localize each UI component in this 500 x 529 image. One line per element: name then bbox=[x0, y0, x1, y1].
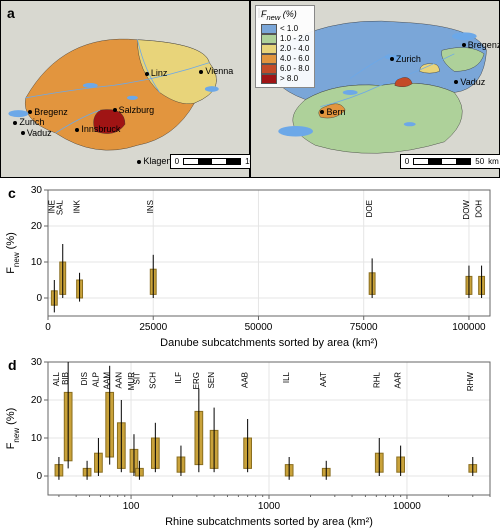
svg-text:100000: 100000 bbox=[452, 322, 486, 333]
chart-c-svg: 01020300250005000075000100000INESALINKIN… bbox=[0, 182, 500, 350]
city-label: Vaduz bbox=[21, 128, 52, 138]
svg-text:DIS: DIS bbox=[80, 372, 89, 385]
legend-item: 2.0 - 4.0 bbox=[261, 44, 309, 54]
svg-text:Fnew (%): Fnew (%) bbox=[5, 232, 21, 274]
city-label: Vienna bbox=[199, 66, 233, 76]
maps-row: a ZurichBregenzVaduzInnsbruckSalzburgLin… bbox=[0, 0, 500, 178]
svg-text:10: 10 bbox=[31, 433, 43, 444]
svg-text:AAT: AAT bbox=[319, 372, 328, 387]
svg-text:SCH: SCH bbox=[148, 372, 157, 389]
svg-text:100: 100 bbox=[123, 501, 140, 512]
legend-item: > 8.0 bbox=[261, 74, 309, 84]
svg-text:SAL: SAL bbox=[56, 199, 65, 215]
legend: Fnew (%) < 1.01.0 - 2.02.0 - 4.04.0 - 6.… bbox=[255, 5, 315, 88]
city-label: Salzburg bbox=[113, 105, 155, 115]
svg-text:20: 20 bbox=[31, 395, 43, 406]
svg-text:ALP: ALP bbox=[91, 372, 100, 387]
svg-text:1000: 1000 bbox=[258, 501, 281, 512]
map-a: a ZurichBregenz Vaduz Innsbruck Salzburg Lin… bbox=[0, 0, 250, 178]
svg-text:AAR: AAR bbox=[394, 372, 403, 389]
svg-text:20: 20 bbox=[31, 221, 43, 232]
legend-item: < 1.0 bbox=[261, 24, 309, 34]
legend-item: 4.0 - 6.0 bbox=[261, 54, 309, 64]
city-label: Zurich bbox=[390, 54, 421, 64]
svg-text:50000: 50000 bbox=[245, 322, 273, 333]
city-label: Bregenz bbox=[28, 107, 68, 117]
svg-text:ALL: ALL bbox=[52, 371, 61, 386]
svg-text:AAN: AAN bbox=[114, 372, 123, 389]
city-label: Innsbruck bbox=[75, 124, 120, 134]
svg-text:10000: 10000 bbox=[393, 501, 421, 512]
scale-bar: 050km bbox=[400, 154, 500, 169]
svg-text:SIT: SIT bbox=[132, 372, 141, 385]
legend-title: Fnew (%) bbox=[261, 9, 309, 22]
svg-text:10: 10 bbox=[31, 257, 43, 268]
map-b: b Fnew (%) < 1.01.0 - 2.02.0 - 4.04.0 - … bbox=[250, 0, 500, 178]
legend-item: 6.0 - 8.0 bbox=[261, 64, 309, 74]
city-label: Linz bbox=[145, 68, 168, 78]
svg-text:DOE: DOE bbox=[365, 200, 374, 217]
svg-text:BIB: BIB bbox=[61, 372, 70, 385]
svg-text:0: 0 bbox=[36, 293, 42, 304]
svg-text:c: c bbox=[8, 185, 16, 201]
figure: { "dims": {"w": 500, "h": 529}, "palette… bbox=[0, 0, 500, 529]
svg-text:SEN: SEN bbox=[207, 372, 216, 389]
chart-d: 0102030100100010000ALLBIBDISALPAAMAANMUR… bbox=[0, 354, 500, 529]
svg-text:RHL: RHL bbox=[372, 371, 381, 388]
map-a-svg bbox=[1, 1, 249, 177]
svg-text:Fnew (%): Fnew (%) bbox=[5, 408, 21, 450]
svg-text:30: 30 bbox=[31, 185, 43, 196]
city-label: Bern bbox=[320, 107, 345, 117]
chart-d-svg: 0102030100100010000ALLBIBDISALPAAMAANMUR… bbox=[0, 354, 500, 529]
city-label: Zurich bbox=[13, 117, 44, 127]
svg-text:ILL: ILL bbox=[282, 371, 291, 383]
svg-text:DOH: DOH bbox=[475, 200, 484, 218]
svg-text:25000: 25000 bbox=[139, 322, 167, 333]
svg-text:75000: 75000 bbox=[350, 322, 378, 333]
city-label: Bregenz bbox=[462, 40, 500, 50]
svg-text:Danube subcatchments sorted by: Danube subcatchments sorted by area (km²… bbox=[160, 337, 378, 349]
svg-text:DOW: DOW bbox=[462, 200, 471, 220]
svg-text:ERG: ERG bbox=[192, 372, 201, 389]
svg-text:RHW: RHW bbox=[466, 372, 475, 392]
svg-text:30: 30 bbox=[31, 357, 43, 368]
panel-a-label: a bbox=[7, 5, 15, 21]
svg-text:ILF: ILF bbox=[174, 372, 183, 384]
svg-text:0: 0 bbox=[45, 322, 51, 333]
svg-text:INK: INK bbox=[73, 199, 82, 213]
svg-text:AAM: AAM bbox=[103, 372, 112, 390]
svg-text:d: d bbox=[8, 357, 17, 373]
legend-item: 1.0 - 2.0 bbox=[261, 34, 309, 44]
city-label: Vaduz bbox=[454, 77, 485, 87]
chart-c: 01020300250005000075000100000INESALINKIN… bbox=[0, 182, 500, 350]
svg-text:0: 0 bbox=[36, 471, 42, 482]
svg-text:AAB: AAB bbox=[241, 372, 250, 388]
svg-text:INS: INS bbox=[146, 200, 155, 213]
svg-text:Rhine subcatchments sorted by: Rhine subcatchments sorted by area (km²) bbox=[165, 516, 373, 528]
